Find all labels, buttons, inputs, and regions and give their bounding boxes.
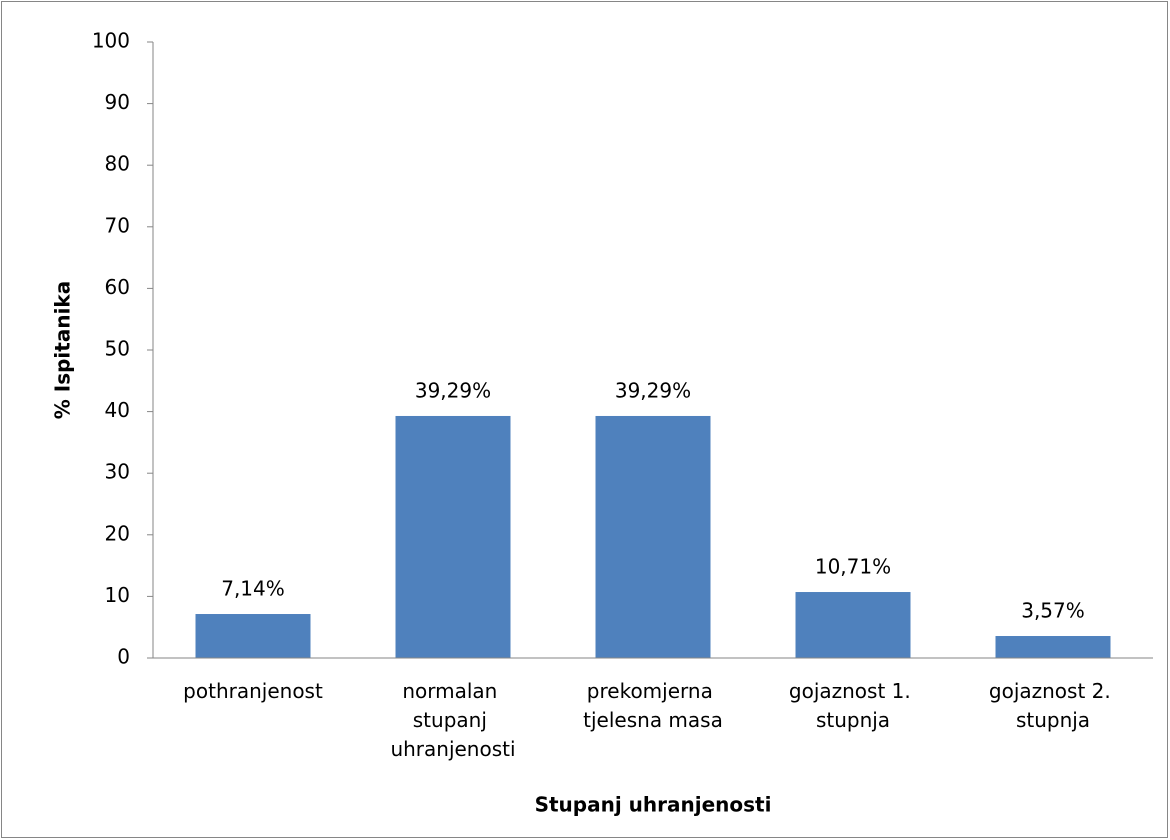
x-tick-label: prekomjerna tjelesna masa bbox=[583, 679, 723, 732]
y-axis-title: % Ispitanika bbox=[51, 281, 75, 419]
y-tick-label: 70 bbox=[105, 213, 130, 237]
data-label: 10,71% bbox=[815, 555, 891, 579]
y-tick-label: 80 bbox=[105, 152, 130, 176]
x-tick-label: gojaznost 2. stupnja bbox=[989, 679, 1117, 732]
bar bbox=[995, 636, 1111, 658]
y-tick-label: 100 bbox=[92, 29, 130, 53]
bar bbox=[595, 415, 711, 658]
bar bbox=[795, 592, 911, 658]
y-tick-label: 20 bbox=[105, 521, 130, 545]
data-label: 3,57% bbox=[1021, 599, 1085, 623]
data-label: 39,29% bbox=[415, 378, 491, 402]
data-label: 39,29% bbox=[615, 378, 691, 402]
x-tick-label: pothranjenost bbox=[183, 679, 323, 703]
x-tick-label: normalan stupanj uhranjenosti bbox=[390, 679, 515, 761]
y-tick-label: 0 bbox=[117, 645, 130, 669]
bar bbox=[195, 614, 311, 658]
y-tick-label: 10 bbox=[105, 583, 130, 607]
bar bbox=[395, 415, 511, 658]
data-label: 7,14% bbox=[221, 577, 285, 601]
y-tick-label: 60 bbox=[105, 275, 130, 299]
y-tick-label: 50 bbox=[105, 337, 130, 361]
y-tick-label: 40 bbox=[105, 398, 130, 422]
y-tick-label: 30 bbox=[105, 460, 130, 484]
y-tick-label: 90 bbox=[105, 90, 130, 114]
x-axis-title: Stupanj uhranjenosti bbox=[535, 793, 772, 817]
x-tick-label: gojaznost 1. stupnja bbox=[789, 679, 917, 732]
